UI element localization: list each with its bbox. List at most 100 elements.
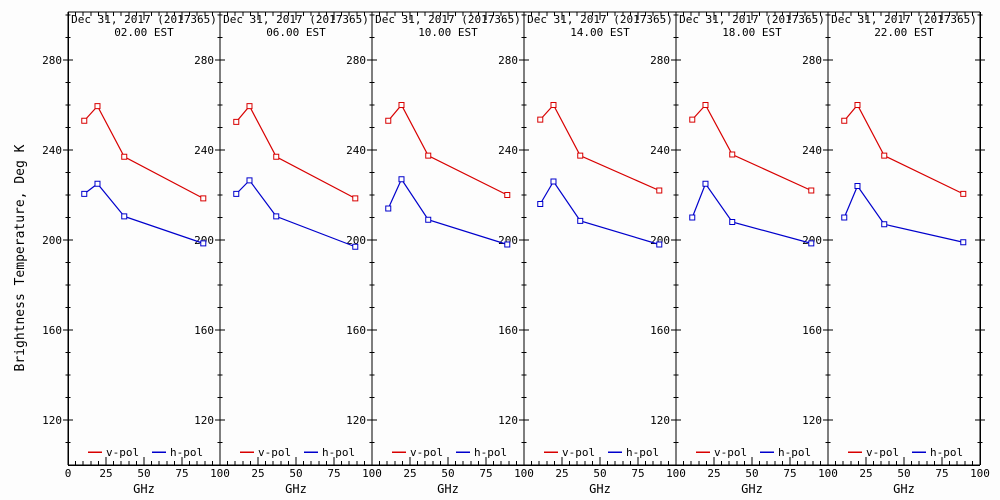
- legend-vpol-label: v-pol: [562, 446, 595, 459]
- x-tick-label: 25: [555, 467, 568, 480]
- y-tick-label: 160: [346, 324, 366, 337]
- data-marker-v-pol: [121, 153, 128, 160]
- x-tick-label: 50: [441, 467, 454, 480]
- data-marker-h-pol: [960, 239, 967, 246]
- data-marker-v-pol: [854, 102, 861, 108]
- series-line-h-pol: [83, 182, 204, 244]
- data-marker-h-pol: [729, 219, 736, 225]
- x-tick-label: 100: [970, 467, 990, 480]
- panel-title: Dec 31, 2017 (2017365): [375, 13, 521, 26]
- y-tick-label: 160: [42, 324, 62, 337]
- data-marker-v-pol: [550, 102, 557, 108]
- x-axis-unit-label: GHz: [893, 482, 915, 496]
- x-tick-label: 50: [289, 467, 302, 480]
- series-line-h-pol: [691, 182, 812, 244]
- panel-subtitle: 02.00 EST: [114, 26, 174, 39]
- data-marker-h-pol: [504, 241, 511, 248]
- data-marker-h-pol: [689, 214, 696, 221]
- data-marker-v-pol: [656, 187, 663, 194]
- x-tick-label: 100: [210, 467, 230, 480]
- y-tick-label: 120: [498, 414, 518, 427]
- y-tick-label: 160: [194, 324, 214, 337]
- x-tick-label: 25: [707, 467, 720, 480]
- data-marker-h-pol: [385, 205, 392, 212]
- data-marker-h-pol: [200, 240, 207, 247]
- data-marker-h-pol: [398, 176, 405, 183]
- x-tick-label: 75: [327, 467, 340, 480]
- data-marker-h-pol: [425, 216, 432, 223]
- data-marker-v-pol: [233, 118, 240, 125]
- data-marker-h-pol: [577, 217, 584, 224]
- legend-vpol-label: v-pol: [866, 446, 899, 459]
- legend-hpol-label: h-pol: [626, 446, 659, 459]
- series-line-v-pol: [691, 103, 812, 192]
- y-tick-label: 280: [42, 54, 62, 67]
- y-tick-label: 240: [650, 144, 670, 157]
- y-tick-label: 160: [802, 324, 822, 337]
- y-tick-label: 280: [346, 54, 366, 67]
- data-marker-v-pol: [537, 116, 544, 123]
- data-marker-v-pol: [841, 117, 848, 124]
- data-marker-h-pol: [121, 213, 128, 220]
- y-axis-title: Brightness Temperature, Deg K: [13, 144, 28, 371]
- panel-subtitle: 10.00 EST: [418, 26, 478, 39]
- series-line-h-pol: [235, 179, 356, 248]
- data-marker-v-pol: [94, 103, 101, 110]
- series-line-h-pol: [539, 180, 660, 246]
- data-marker-h-pol: [352, 243, 359, 250]
- x-tick-label: 75: [631, 467, 644, 480]
- data-marker-v-pol: [881, 152, 888, 159]
- data-marker-v-pol: [246, 103, 253, 110]
- data-marker-v-pol: [352, 195, 359, 202]
- x-tick-label: 0: [65, 467, 72, 480]
- x-tick-label: 75: [479, 467, 492, 480]
- data-marker-h-pol: [81, 190, 88, 197]
- data-marker-h-pol: [808, 240, 815, 247]
- data-marker-v-pol: [729, 151, 736, 158]
- series-line-h-pol: [843, 184, 964, 243]
- x-tick-label: 50: [745, 467, 758, 480]
- x-tick-label: 50: [137, 467, 150, 480]
- data-marker-v-pol: [81, 117, 88, 124]
- series-line-v-pol: [539, 103, 660, 192]
- series-line-v-pol: [83, 105, 204, 199]
- x-axis-unit-label: GHz: [741, 482, 763, 496]
- x-axis-unit-label: GHz: [589, 482, 611, 496]
- series-line-v-pol: [235, 105, 356, 199]
- y-tick-label: 240: [802, 144, 822, 157]
- data-marker-v-pol: [425, 152, 432, 159]
- data-marker-v-pol: [960, 190, 967, 197]
- data-marker-v-pol: [504, 192, 511, 198]
- y-tick-label: 160: [650, 324, 670, 337]
- data-marker-h-pol: [656, 241, 663, 248]
- y-tick-label: 120: [346, 414, 366, 427]
- data-marker-v-pol: [808, 187, 815, 194]
- y-tick-label: 280: [650, 54, 670, 67]
- y-tick-label: 120: [42, 414, 62, 427]
- data-marker-v-pol: [200, 195, 207, 202]
- x-tick-label: 100: [666, 467, 686, 480]
- legend-hpol-label: h-pol: [474, 446, 507, 459]
- x-tick-label: 25: [99, 467, 112, 480]
- data-marker-v-pol: [577, 152, 584, 159]
- y-tick-label: 240: [498, 144, 518, 157]
- data-marker-v-pol: [398, 102, 405, 108]
- legend-hpol-label: h-pol: [170, 446, 203, 459]
- panel-subtitle: 06.00 EST: [266, 26, 326, 39]
- x-axis-unit-label: GHz: [437, 482, 459, 496]
- data-marker-h-pol: [550, 178, 557, 185]
- x-tick-label: 25: [251, 467, 264, 480]
- x-axis-unit-label: GHz: [285, 482, 307, 496]
- series-line-h-pol: [387, 178, 508, 246]
- y-tick-label: 280: [498, 54, 518, 67]
- y-tick-label: 280: [802, 54, 822, 67]
- x-tick-label: 50: [897, 467, 910, 480]
- x-tick-label: 25: [403, 467, 416, 480]
- data-marker-h-pol: [841, 214, 848, 221]
- panel-title: Dec 31, 2017 (2017365): [679, 13, 825, 26]
- series-line-v-pol: [387, 103, 508, 196]
- panel-subtitle: 14.00 EST: [570, 26, 630, 39]
- y-tick-label: 240: [346, 144, 366, 157]
